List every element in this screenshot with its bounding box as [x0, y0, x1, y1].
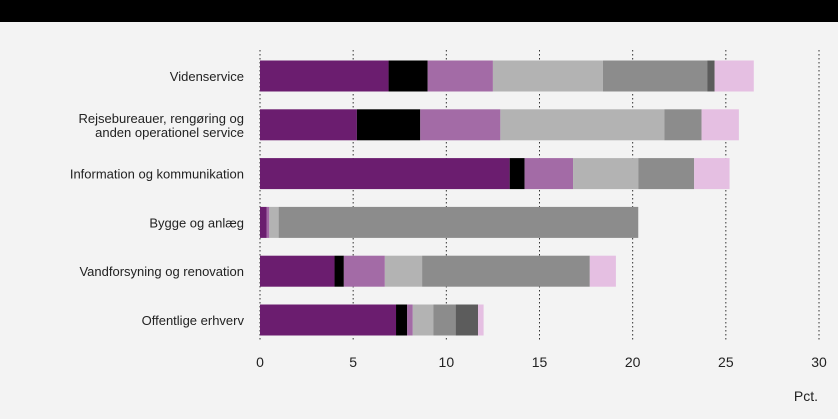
bar-segment-row5-s3 — [412, 304, 434, 336]
bar-segment-row4-s1 — [334, 255, 344, 287]
bar-segment-row4-s2 — [343, 255, 385, 287]
bar-segment-row0-s5 — [707, 60, 715, 92]
bar-segment-row0-s4 — [602, 60, 708, 92]
x-axis-label: Pct. — [794, 388, 818, 404]
bar-segment-row4-s3 — [384, 255, 423, 287]
bar-segment-row4-s0 — [260, 255, 335, 287]
bar-segment-row2-s3 — [573, 158, 639, 190]
bar-segment-row0-s0 — [260, 60, 389, 92]
bar-segment-row0-s3 — [492, 60, 603, 92]
bar-segment-row5-s1 — [396, 304, 408, 336]
bar-segment-row0-s2 — [427, 60, 493, 92]
x-tick-label: 30 — [811, 354, 827, 370]
bar-segment-row4-s4 — [422, 255, 590, 287]
top-bar — [0, 0, 838, 22]
x-tick-label: 25 — [718, 354, 734, 370]
x-tick-label: 5 — [349, 354, 357, 370]
x-tick-label: 20 — [625, 354, 641, 370]
x-tick-label: 10 — [439, 354, 455, 370]
category-label: Videnservice — [170, 69, 244, 84]
bar-segment-row5-s2 — [407, 304, 413, 336]
category-labels: Videnservice Rejsebureauer, rengøring oga… — [70, 69, 245, 328]
category-label: Bygge og anlæg — [149, 215, 244, 230]
bar-segment-row3-s2 — [266, 206, 270, 238]
bar-segment-row1-s0 — [260, 109, 357, 141]
bar-segment-row0-s6 — [714, 60, 754, 92]
bar-segment-row1-s4 — [664, 109, 702, 141]
bar-segment-row3-s4 — [278, 206, 639, 238]
bar-segment-row2-s4 — [638, 158, 695, 190]
bar-segment-row1-s2 — [420, 109, 501, 141]
bar-segment-row5-s4 — [433, 304, 456, 336]
category-label: anden operationel service — [95, 125, 244, 140]
x-axis-ticks: 0 5 10 15 20 25 30 — [256, 354, 827, 370]
x-tick-label: 15 — [532, 354, 548, 370]
bar-segment-row5-s0 — [260, 304, 397, 336]
bar-segment-row3-s3 — [269, 206, 279, 238]
bar-segment-row2-s0 — [260, 158, 510, 190]
bar-segment-row2-s2 — [524, 158, 574, 190]
category-label: Information og kommunikation — [70, 167, 244, 182]
grid-lines — [259, 50, 820, 340]
bar-segment-row3-s0 — [260, 206, 267, 238]
bar-segment-row5-s5 — [455, 304, 479, 336]
category-label: Offentlige erhverv — [142, 313, 245, 328]
bar-segment-row5-s6 — [478, 304, 484, 336]
bar-segment-row2-s6 — [694, 158, 730, 190]
category-label: Rejsebureauer, rengøring og — [79, 111, 245, 126]
bar-segment-row4-s6 — [589, 255, 616, 287]
x-tick-label: 0 — [256, 354, 264, 370]
bar-segment-row0-s1 — [388, 60, 428, 92]
bar-segment-row1-s1 — [356, 109, 421, 141]
bar-segment-row2-s1 — [509, 158, 525, 190]
bars — [260, 60, 754, 336]
bar-segment-row1-s3 — [500, 109, 665, 141]
bar-segment-row1-s6 — [701, 109, 739, 141]
category-label: Vandforsyning og renovation — [79, 264, 244, 279]
